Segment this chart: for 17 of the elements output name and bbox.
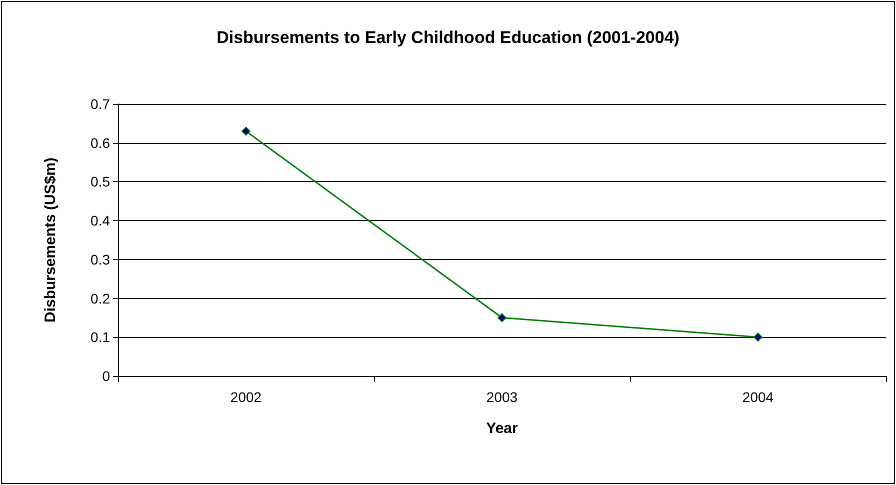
chart-title: Disbursements to Early Childhood Education (2001-2004): [216, 28, 680, 47]
x-tick-label: 2002: [230, 389, 262, 405]
y-tick-label: 0.3: [90, 251, 110, 268]
y-tick-label: 0.5: [90, 174, 110, 190]
y-tick-label: 0.6: [90, 134, 110, 151]
x-axis-title: Year: [486, 420, 518, 437]
y-axis-title: Disbursements (US$m): [42, 157, 59, 323]
y-tick-label: 0: [102, 368, 110, 384]
y-tick-label: 0.7: [90, 96, 110, 112]
point: [242, 126, 250, 136]
x-tick-label: 2003: [486, 389, 518, 405]
y-tick-label: 0.2: [90, 290, 110, 306]
y-tick-label: 0.1: [90, 329, 110, 346]
point: [754, 332, 762, 342]
x-tick-label: 2004: [742, 389, 774, 405]
y-tick-label: 0.4: [90, 212, 110, 229]
point: [498, 313, 506, 322]
